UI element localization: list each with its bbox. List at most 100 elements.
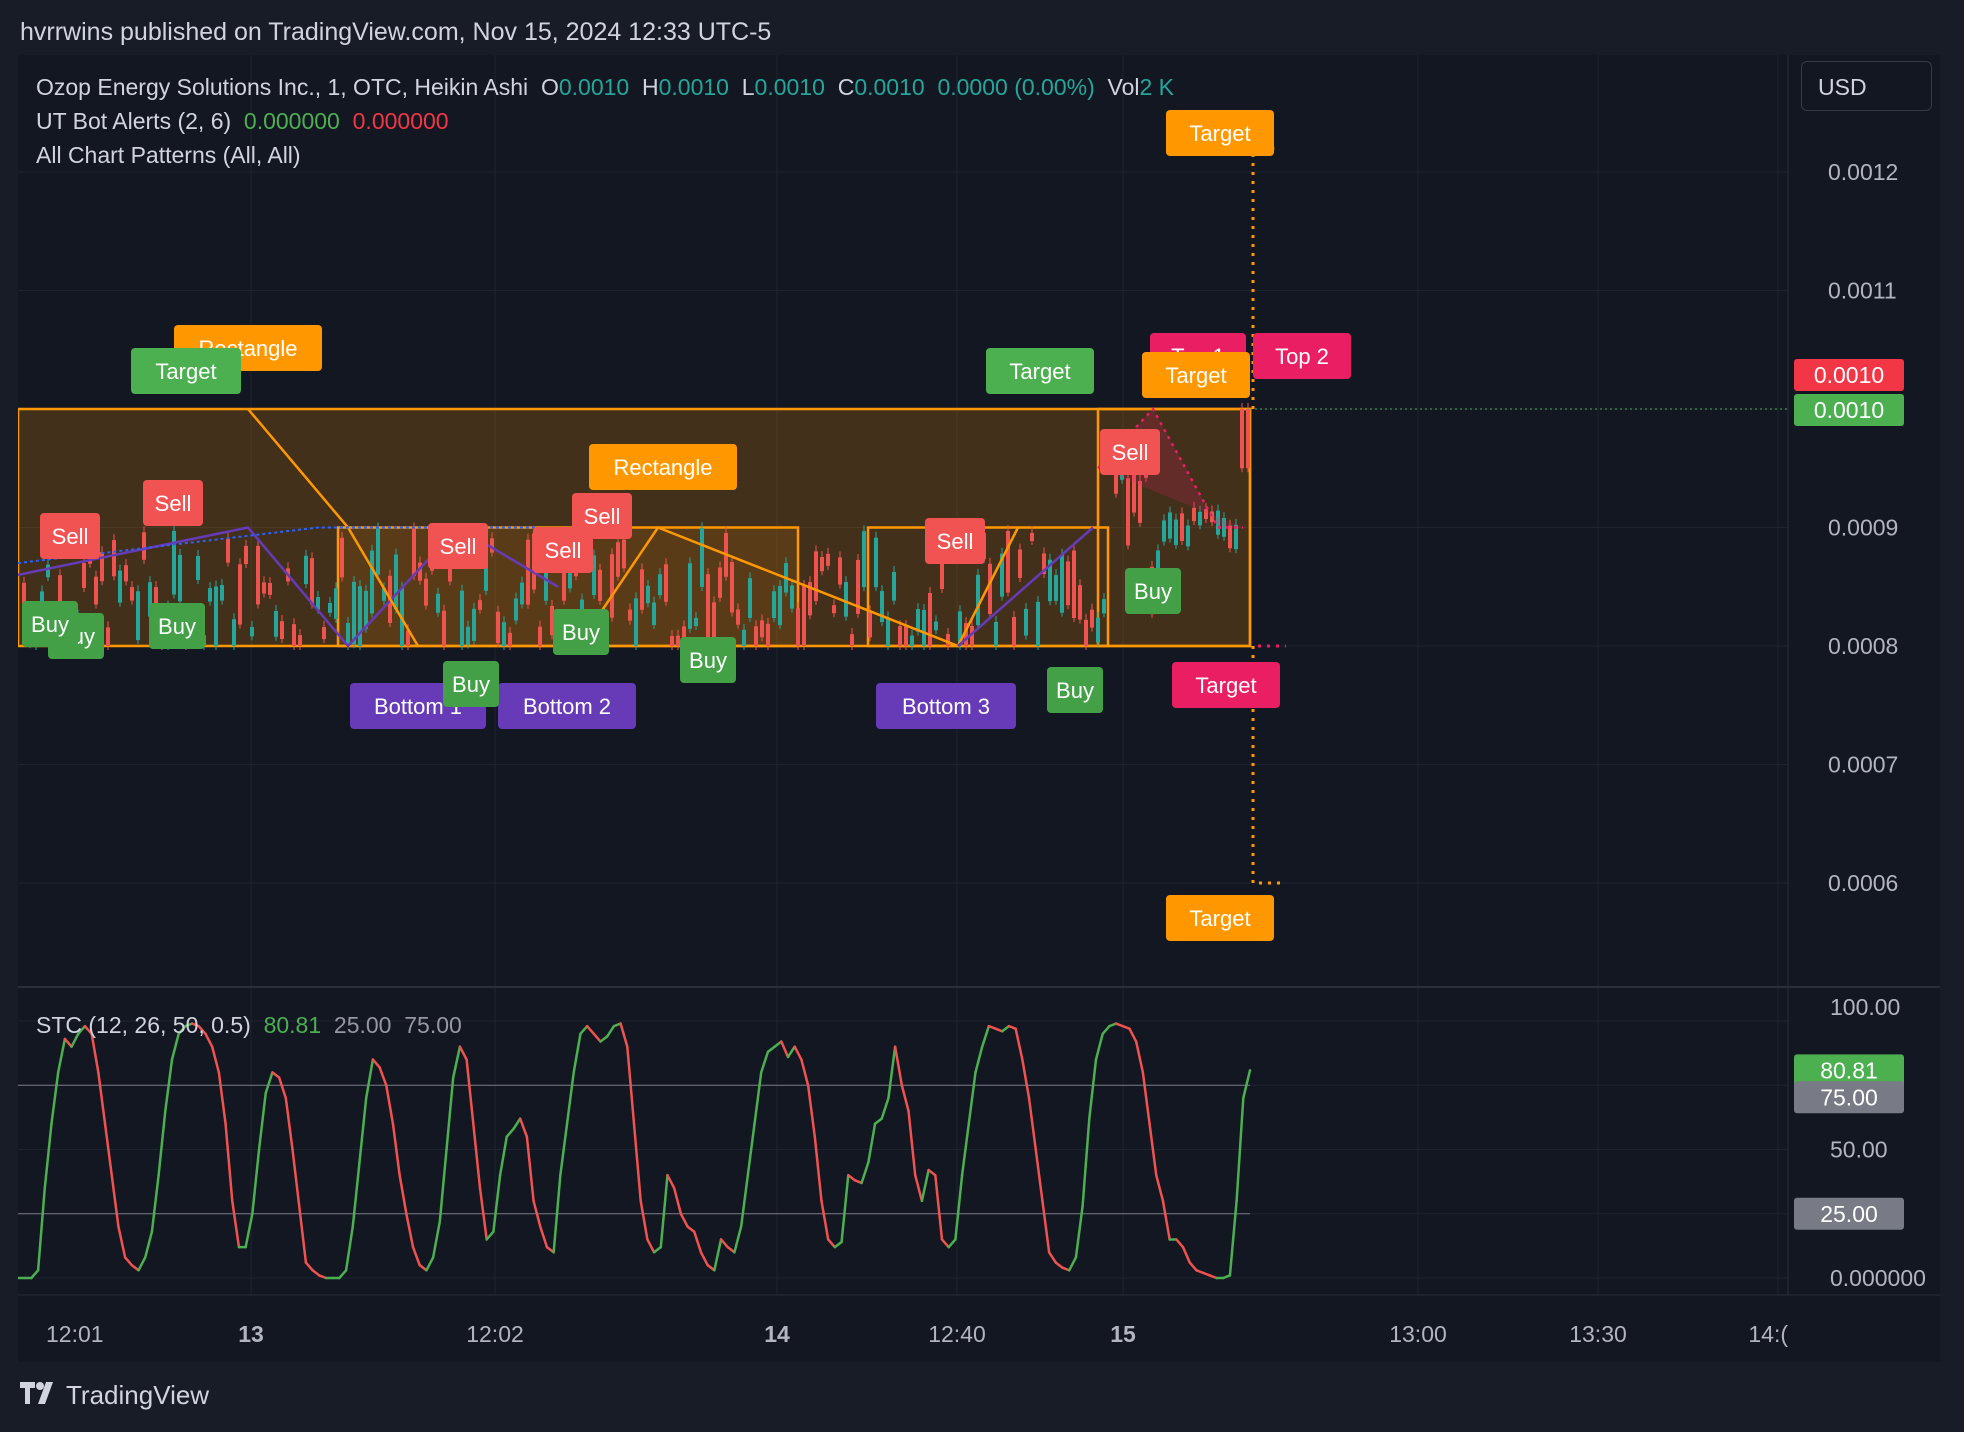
stc-segment — [277, 1076, 288, 1100]
rectangle-pattern-breakout — [1096, 407, 1252, 648]
sell-label-2-bg — [143, 480, 203, 526]
stc-segment — [371, 1058, 381, 1069]
stc-segment — [358, 1096, 368, 1164]
candle — [460, 590, 464, 646]
stc-segment — [954, 1173, 964, 1241]
stc-segment — [217, 1071, 227, 1126]
candle — [310, 558, 314, 605]
candle — [922, 609, 926, 646]
stc-segment — [793, 1045, 803, 1061]
legend-c-label: C — [837, 74, 855, 100]
stc-segment — [385, 1084, 395, 1126]
candle — [1246, 409, 1250, 469]
candle — [862, 531, 866, 588]
currency-button[interactable]: USD — [1801, 61, 1932, 111]
candle — [442, 610, 446, 646]
candle — [634, 598, 638, 646]
target-label-5: Target — [1166, 895, 1274, 941]
stc-segment — [753, 1071, 763, 1126]
legend-l-label: L — [741, 74, 755, 100]
last-price-green-text: 0.0010 — [1814, 397, 1884, 423]
legend-low: 0.0010 — [754, 74, 825, 100]
time-tick: 13 — [238, 1321, 264, 1347]
stc-segment — [50, 1071, 60, 1126]
candle — [844, 582, 848, 617]
candle — [730, 562, 734, 613]
bottom3-label-bg — [876, 683, 1016, 729]
candle — [514, 598, 518, 621]
stc-segment — [405, 1212, 415, 1249]
candle — [592, 555, 596, 596]
candle — [1132, 464, 1136, 513]
time-tick: 14 — [764, 1321, 790, 1347]
sell-label-6-bg — [925, 518, 985, 564]
stc-segment — [1188, 1261, 1198, 1272]
price-tick: 0.0006 — [1828, 870, 1898, 896]
stc-segment — [1054, 1261, 1064, 1269]
candle — [382, 588, 386, 601]
stc-segment — [659, 1173, 669, 1249]
candle — [436, 593, 440, 613]
candle — [274, 611, 278, 637]
candle — [970, 625, 974, 646]
candle — [946, 634, 950, 646]
candle — [1036, 601, 1040, 646]
candle — [568, 572, 572, 589]
candle — [484, 555, 488, 591]
stc-current-text: 80.81 — [1820, 1057, 1878, 1083]
stc-segment — [478, 1186, 488, 1241]
candle — [250, 627, 254, 637]
stc-segment — [907, 1109, 917, 1177]
stc-segment — [518, 1117, 529, 1138]
stc-segment — [759, 1050, 770, 1074]
legend-o-label: O — [540, 74, 559, 100]
candle — [124, 565, 128, 582]
bottom3-label-text: Bottom 3 — [902, 694, 990, 719]
candle — [538, 626, 542, 646]
published-caption: hvrrwins published on TradingView.com, N… — [20, 18, 772, 46]
stc-segment — [1141, 1071, 1151, 1126]
sell-label-4-text: Sell — [584, 504, 621, 529]
stc-current-tag — [1794, 1054, 1904, 1087]
candle — [676, 635, 680, 646]
stc-segment — [900, 1084, 910, 1113]
stc-segment — [445, 1076, 455, 1151]
candle — [226, 538, 230, 563]
time-tick: 14:( — [1748, 1321, 1788, 1347]
stc-segment — [974, 1045, 984, 1074]
stc-segment — [244, 1212, 254, 1249]
candle — [754, 626, 758, 646]
stc-segment — [143, 1230, 154, 1259]
time-tick: 12:02 — [466, 1321, 524, 1347]
stc-segment — [338, 1269, 348, 1280]
candle — [910, 635, 914, 646]
candle — [1072, 550, 1076, 619]
buy-label-4-bg — [443, 661, 499, 707]
target-projection-down — [1251, 646, 1280, 885]
candle — [118, 570, 122, 603]
stc-segment — [980, 1024, 991, 1048]
candle — [670, 635, 674, 646]
stc-hi-text: 75.00 — [1820, 1084, 1878, 1110]
legend-stc: STC (12, 26, 50, 0.5) 80.81 25.00 75.00 — [36, 1012, 462, 1039]
candle — [238, 564, 242, 625]
stc-segment — [351, 1161, 361, 1228]
candle — [802, 586, 806, 646]
stc-segment — [284, 1096, 294, 1151]
stc-segment — [525, 1135, 535, 1203]
candle — [412, 528, 416, 577]
candle — [838, 557, 842, 585]
stc-segment — [565, 1071, 575, 1126]
stc-segment — [117, 1225, 127, 1259]
stc-name: STC (12, 26, 50, 0.5) — [36, 1012, 251, 1038]
stc-segment — [646, 1238, 656, 1254]
legend-patterns: All Chart Patterns (All, All) — [36, 142, 301, 169]
candle — [700, 528, 704, 587]
stc-tick: 50.00 — [1830, 1137, 1888, 1163]
bottom2-label: Bottom 2 — [498, 683, 636, 729]
stc-segment — [418, 1263, 428, 1272]
target-label-4-text: Target — [1189, 121, 1250, 146]
candle — [1000, 553, 1004, 597]
